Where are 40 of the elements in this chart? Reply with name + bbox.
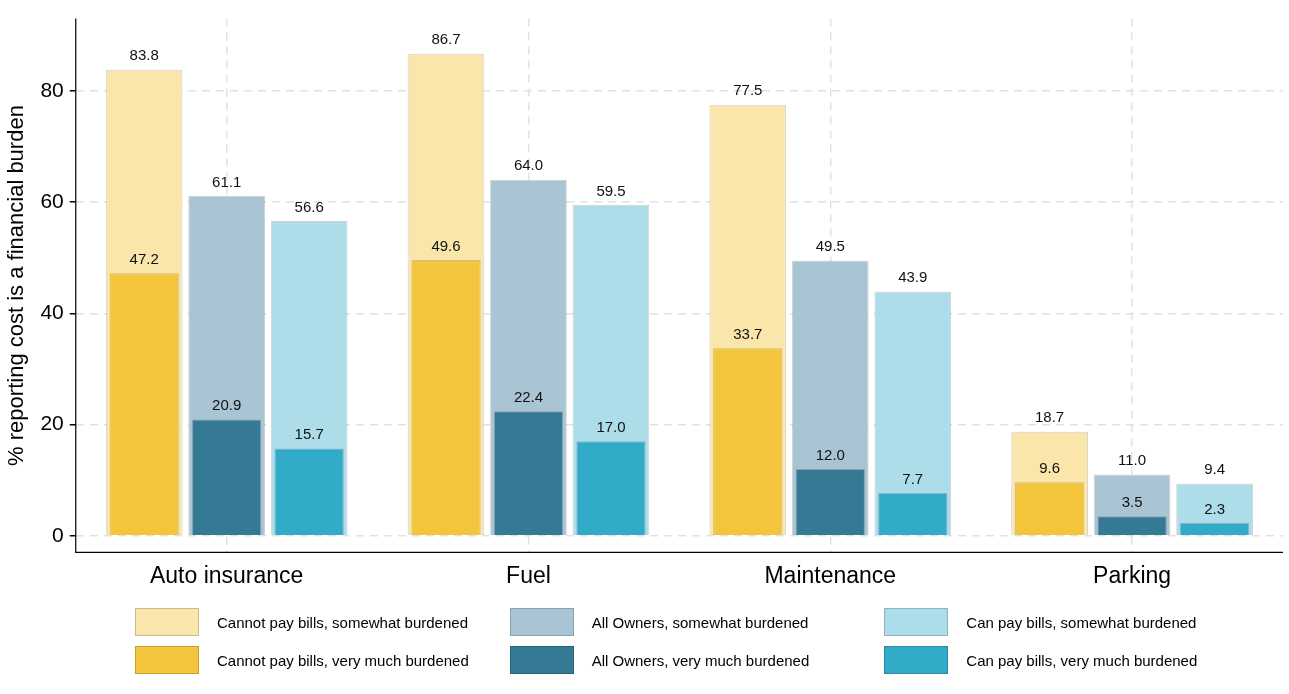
data-label: 33.7 xyxy=(733,324,763,342)
data-label: 12.0 xyxy=(815,445,845,463)
legend-label: Can pay bills, somewhat burdened xyxy=(966,613,1197,631)
data-label: 15.7 xyxy=(294,425,324,443)
data-label: 61.1 xyxy=(212,172,242,190)
y-axis-title: % reporting cost is a financial burden xyxy=(3,105,29,466)
data-label: 18.7 xyxy=(1035,408,1065,426)
data-label: 86.7 xyxy=(431,30,461,48)
data-label: 3.5 xyxy=(1121,492,1143,510)
data-label: 49.6 xyxy=(431,236,461,254)
legend-label: Cannot pay bills, somewhat burdened xyxy=(217,613,468,631)
data-label: 20.9 xyxy=(212,396,242,414)
data-label: 9.4 xyxy=(1204,460,1226,478)
data-label: 47.2 xyxy=(129,249,159,267)
data-label: 49.5 xyxy=(815,237,845,255)
y-tick-label: 20 xyxy=(40,411,64,435)
data-label: 11.0 xyxy=(1118,451,1147,469)
data-label: 22.4 xyxy=(513,387,544,405)
x-tick-label: Fuel xyxy=(506,561,551,588)
data-label: 56.6 xyxy=(294,197,324,215)
legend-label: Cannot pay bills, very much burdened xyxy=(217,651,469,669)
legend-label: All Owners, very much burdened xyxy=(591,651,810,669)
data-label: 77.5 xyxy=(733,81,763,99)
y-tick-label: 60 xyxy=(40,188,64,212)
data-label: 83.8 xyxy=(129,46,159,64)
data-label: 59.5 xyxy=(596,181,626,199)
data-label: 64.0 xyxy=(513,156,544,174)
data-label: 17.0 xyxy=(596,417,626,435)
data-label: 7.7 xyxy=(902,469,924,487)
x-tick-label: Maintenance xyxy=(764,561,897,588)
data-label: 43.9 xyxy=(898,268,928,286)
legend-label: All Owners, somewhat burdened xyxy=(591,613,809,631)
x-tick-label: Parking xyxy=(1093,561,1172,588)
y-tick-label: 40 xyxy=(40,300,64,324)
data-label: 2.3 xyxy=(1204,499,1226,517)
y-tick-label: 80 xyxy=(40,77,64,101)
x-tick-label: Auto insurance xyxy=(149,561,304,588)
y-tick-label: 0 xyxy=(52,522,64,546)
legend-label: Can pay bills, very much burdened xyxy=(966,651,1198,669)
data-label: 9.6 xyxy=(1039,458,1061,476)
